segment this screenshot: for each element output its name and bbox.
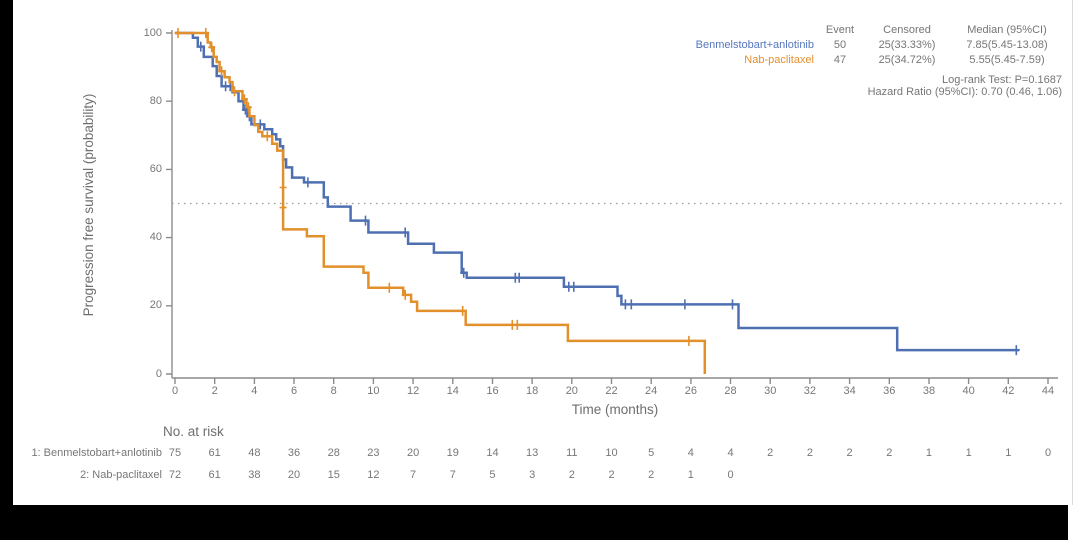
survival-curve-1	[175, 31, 1020, 352]
at-risk-count: 2	[846, 447, 853, 459]
x-tick-label: 40	[962, 385, 975, 397]
at-risk-count: 7	[449, 469, 456, 481]
at-risk-count: 0	[727, 469, 734, 481]
at-risk-count: 11	[566, 447, 578, 459]
at-risk-count: 12	[367, 469, 380, 481]
at-risk-count: 5	[648, 447, 655, 459]
x-tick-label: 24	[645, 385, 658, 397]
x-tick-label: 14	[446, 385, 459, 397]
x-tick-label: 44	[1041, 385, 1055, 397]
at-risk-count: 0	[1044, 447, 1052, 459]
at-risk-count: 14	[486, 447, 499, 459]
at-risk-count: 20	[406, 447, 420, 459]
x-tick-label: 4	[251, 385, 258, 397]
at-risk-count: 75	[168, 447, 182, 459]
at-risk-count: 15	[327, 469, 340, 481]
y-tick-label: 100	[143, 26, 162, 39]
at-risk-count: 13	[526, 447, 539, 459]
at-risk-count: 3	[529, 469, 536, 481]
legend-series1-name: Benmelstobart+anlotinib	[695, 39, 814, 51]
y-axis-title: Progression free survival (probability)	[81, 93, 96, 317]
y-tick-label: 40	[149, 231, 162, 244]
at-risk-count: 4	[727, 447, 734, 459]
at-risk-count: 19	[446, 447, 459, 459]
legend-series1-median: 7.85(5.45-13.08)	[966, 39, 1048, 51]
x-tick-label: 2	[211, 385, 218, 397]
y-tick-label: 60	[149, 162, 162, 175]
at-risk-count: 36	[287, 447, 301, 459]
x-tick-label: 8	[330, 385, 337, 397]
legend-stats-table: Event Censored Median (95%CI) Benmelstob…	[696, 23, 1062, 68]
x-tick-label: 42	[1002, 385, 1015, 397]
legend-series1-event: 50	[833, 39, 847, 51]
censor-marks-2	[174, 28, 693, 346]
at-risk-count: 7	[410, 469, 417, 481]
at-risk-count: 5	[489, 469, 496, 481]
at-risk-count: 20	[287, 469, 301, 481]
x-tick-label: 38	[922, 385, 936, 397]
legend-series1-censored: 25(33.33%)	[878, 39, 936, 51]
x-tick-label: 36	[883, 385, 896, 397]
at-risk-count: 28	[327, 447, 340, 459]
at-risk-count: 2	[648, 469, 655, 481]
at-risk-count: 10	[605, 447, 618, 459]
at-risk-count: 2	[568, 469, 575, 481]
x-tick-label: 18	[526, 385, 539, 397]
survival-curve-2	[175, 31, 707, 374]
at-risk-count: 2	[608, 469, 615, 481]
x-tick-label: 30	[764, 385, 777, 397]
panel-right-border	[1072, 0, 1073, 505]
x-tick-label: 6	[290, 385, 298, 397]
at-risk-count: 2	[886, 447, 893, 459]
km-plot-canvas	[166, 28, 1062, 384]
at-risk-title: No. at risk	[163, 424, 224, 439]
x-tick-label: 26	[684, 385, 697, 397]
at-risk-count: 38	[248, 469, 261, 481]
y-tick-label: 20	[149, 299, 162, 312]
at-risk-count: 1	[1005, 447, 1012, 459]
at-risk-row1-label: 1: Benmelstobart+anlotinib	[31, 447, 162, 459]
x-tick-label: 32	[803, 385, 817, 397]
y-tick-label: 80	[149, 94, 162, 107]
x-tick-label: 16	[486, 385, 499, 397]
legend-header-event: Event	[825, 24, 855, 36]
y-tick-label: 0	[155, 367, 162, 380]
x-axis-title: Time (months)	[571, 402, 659, 417]
hazard-ratio-text: Hazard Ratio (95%CI): 0.70 (0.46, 1.06)	[867, 86, 1062, 98]
bottom-black-border	[0, 505, 1068, 540]
x-tick-label: 12	[406, 385, 420, 397]
legend-header-censored: Censored	[883, 24, 931, 36]
x-tick-label: 34	[843, 385, 856, 397]
x-tick-label: 20	[565, 385, 578, 397]
left-black-border	[0, 0, 13, 505]
stat-annotations: Log-rank Test: P=0.1687 Hazard Ratio (95…	[868, 74, 1062, 98]
x-tick-label: 28	[724, 385, 737, 397]
at-risk-count: 1	[925, 447, 933, 459]
at-risk-count: 4	[687, 447, 694, 459]
legend-header-spacer	[696, 23, 814, 38]
at-risk-count: 2	[806, 447, 813, 459]
at-risk-count: 61	[208, 447, 221, 459]
at-risk-count: 61	[208, 469, 221, 481]
legend-series2-event: 47	[833, 54, 847, 66]
at-risk-count: 72	[168, 469, 182, 481]
at-risk-count: 1	[687, 469, 694, 481]
legend-series2-median: 5.55(5.45-7.59)	[969, 54, 1045, 66]
at-risk-row2-label: 2: Nab-paclitaxel	[80, 469, 162, 481]
at-risk-count: 23	[367, 447, 380, 459]
at-risk-count: 48	[248, 447, 261, 459]
at-risk-count: 2	[767, 447, 774, 459]
legend-header-median: Median (95%CI)	[967, 24, 1047, 36]
x-tick-label: 10	[367, 385, 380, 397]
x-tick-label: 0	[171, 385, 179, 397]
at-risk-count: 1	[965, 447, 972, 459]
logrank-test-text: Log-rank Test: P=0.1687	[942, 74, 1062, 86]
legend-series2-name: Nab-paclitaxel	[744, 54, 814, 66]
x-tick-label: 22	[605, 385, 618, 397]
legend-series2-censored: 25(34.72%)	[878, 54, 936, 66]
